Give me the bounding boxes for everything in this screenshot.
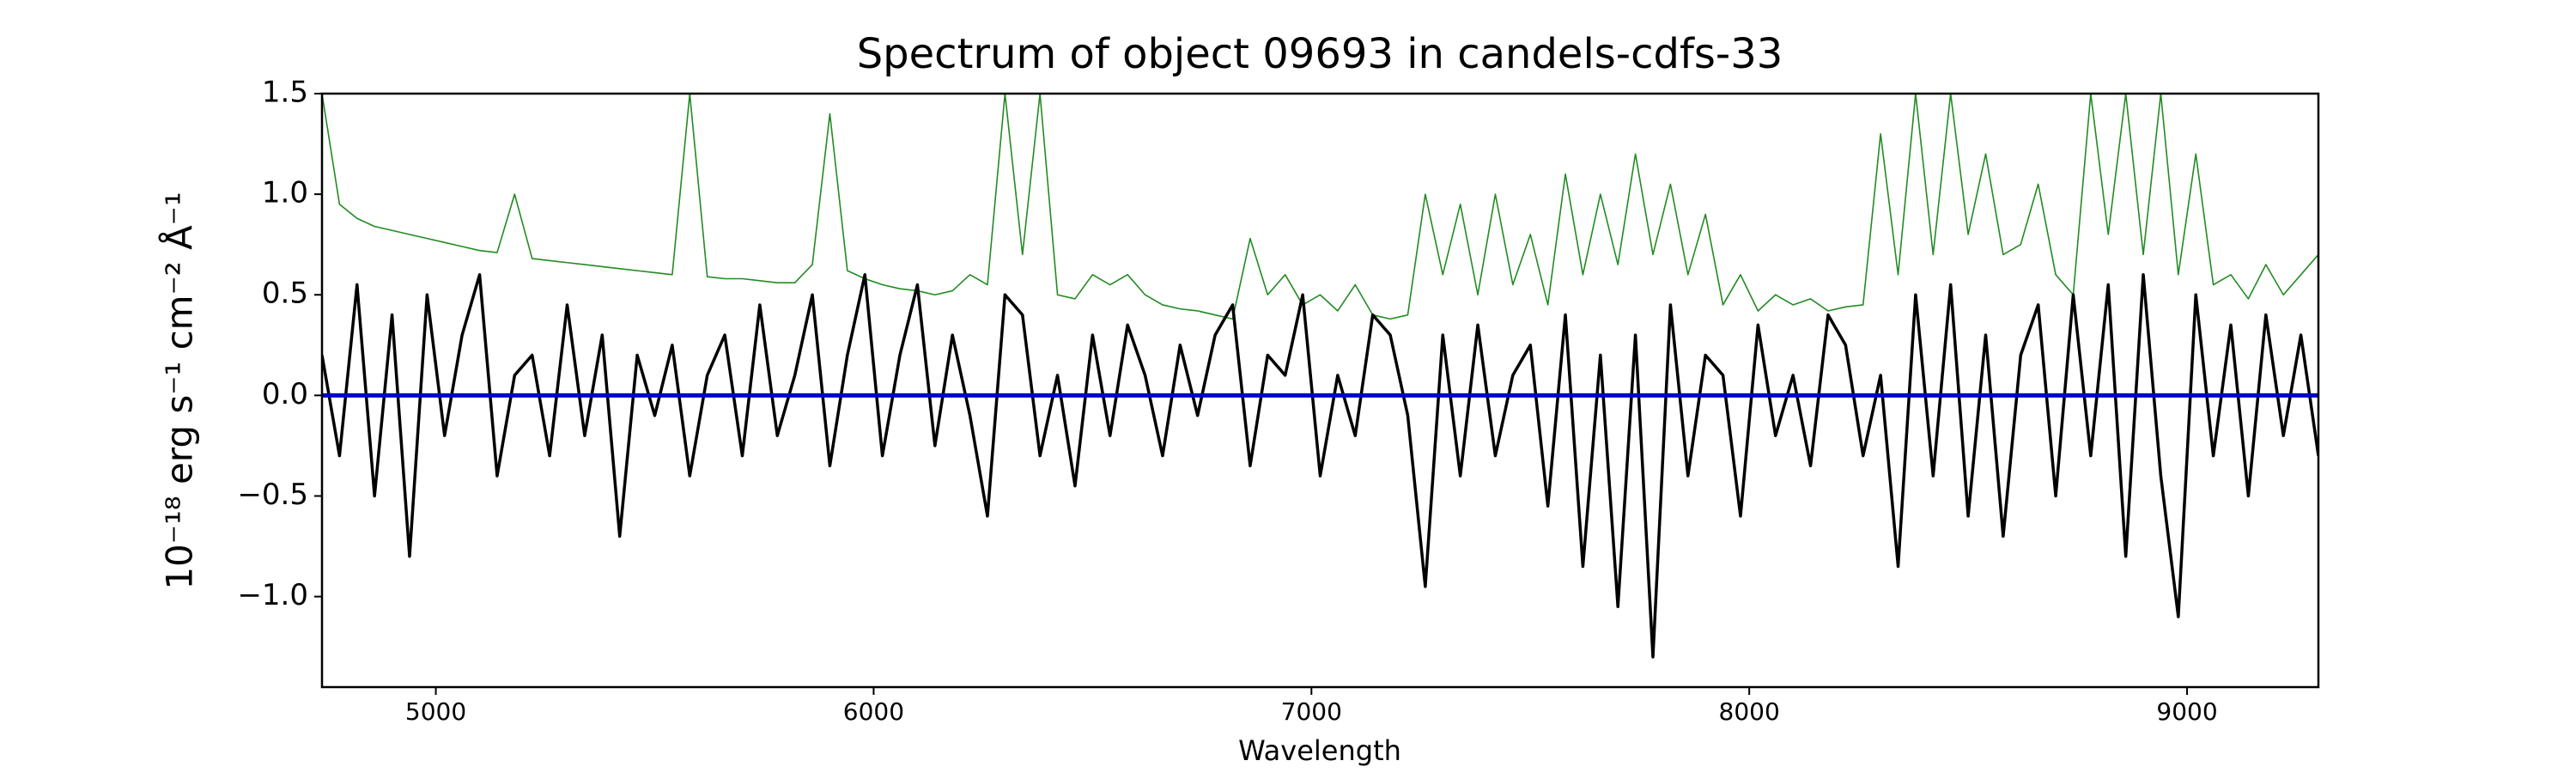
y-tick-label: 0.5: [262, 277, 308, 311]
x-tick-label: 6000: [843, 697, 904, 726]
y-tick-label: 1.5: [262, 76, 308, 110]
spectrum-line: [322, 94, 2318, 320]
y-tick-label: −0.5: [237, 478, 308, 512]
x-tick-label: 9000: [2156, 697, 2217, 726]
spectrum-line: [322, 273, 2318, 659]
x-tick-label: 8000: [1719, 697, 1780, 726]
x-tick-label: 7000: [1281, 697, 1342, 726]
plot-area: [322, 94, 2318, 659]
y-tick-label: 1.0: [262, 176, 308, 210]
y-axis-label: 10⁻¹⁸ erg s⁻¹ cm⁻² Å⁻¹: [158, 192, 201, 589]
axes-frame: [320, 92, 2320, 689]
y-tick-label: 0.0: [262, 377, 308, 411]
x-axis-label: Wavelength: [1238, 734, 1401, 767]
x-tick-label: 5000: [405, 697, 466, 726]
y-tick-label: −1.0: [237, 578, 308, 612]
chart-title: Spectrum of object 09693 in candels-cdfs…: [857, 30, 1783, 78]
